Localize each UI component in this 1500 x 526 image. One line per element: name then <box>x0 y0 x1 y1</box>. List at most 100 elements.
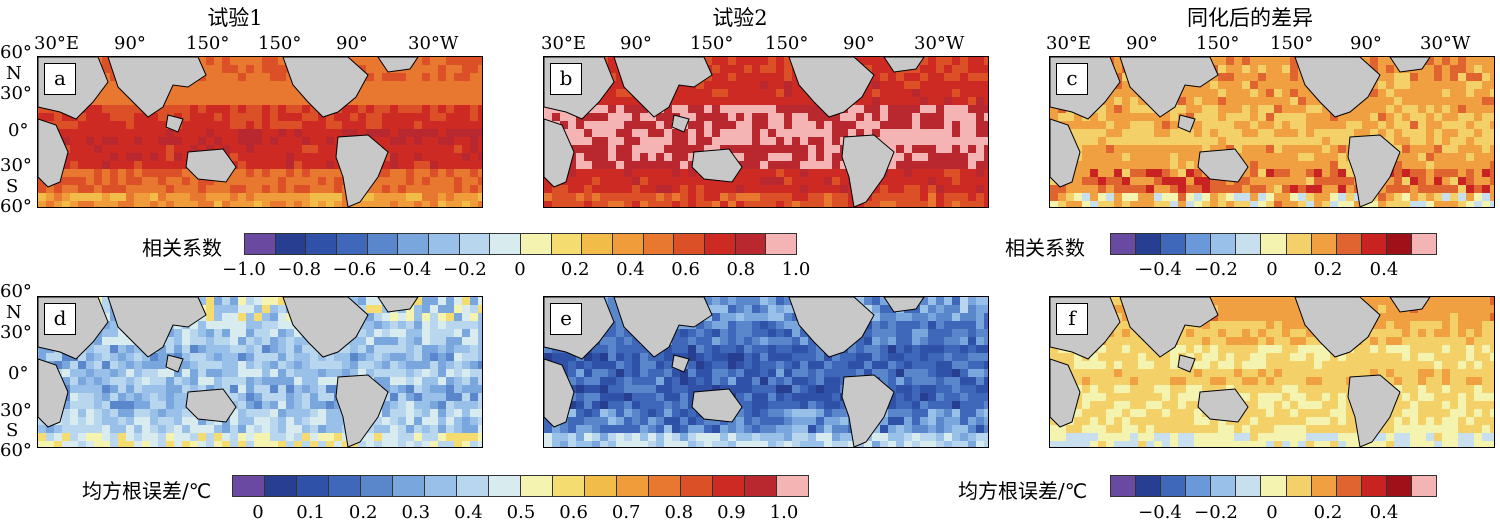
heat-cell <box>952 57 961 66</box>
heat-cell <box>632 369 641 378</box>
heat-cell <box>438 401 447 410</box>
heat-cell <box>374 353 383 362</box>
heat-cell <box>896 201 905 207</box>
heat-cell <box>414 305 423 314</box>
heat-cell <box>1490 177 1494 186</box>
heat-cell <box>1474 129 1483 138</box>
heat-cell <box>696 97 705 106</box>
heat-cell <box>1282 153 1291 162</box>
heat-cell <box>944 369 953 378</box>
heat-cell <box>1202 145 1211 154</box>
heat-cell <box>406 73 415 82</box>
heat-cell <box>366 73 375 82</box>
heat-cell <box>358 89 367 98</box>
heat-cell <box>888 137 897 146</box>
heat-cell <box>222 425 231 434</box>
heat-cell <box>616 385 625 394</box>
heat-cell <box>430 321 439 330</box>
heat-cell <box>1154 129 1163 138</box>
heat-cell <box>414 345 423 354</box>
heat-cell <box>872 185 881 194</box>
heat-cell <box>182 185 191 194</box>
heat-cell <box>94 145 103 154</box>
heat-cell <box>1314 105 1323 114</box>
heat-cell <box>1434 161 1443 170</box>
heat-cell <box>390 425 399 434</box>
heat-cell <box>62 185 71 194</box>
heat-cell <box>382 89 391 98</box>
heat-cell <box>326 441 335 447</box>
heat-cell <box>110 353 119 362</box>
heat-cell <box>254 193 263 202</box>
heat-cell <box>1234 65 1243 74</box>
heat-cell <box>310 385 319 394</box>
heat-cell <box>984 129 988 138</box>
heat-cell <box>680 377 689 386</box>
heat-cell <box>94 425 103 434</box>
heat-cell <box>198 129 207 138</box>
heat-cell <box>632 201 641 207</box>
heat-cell <box>696 81 705 90</box>
heat-cell <box>270 177 279 186</box>
heat-cell <box>752 73 761 82</box>
heat-cell <box>214 185 223 194</box>
heat-cell <box>46 433 55 442</box>
heat-cell <box>382 329 391 338</box>
heat-cell <box>278 361 287 370</box>
heat-cell <box>94 377 103 386</box>
heat-cell <box>1114 65 1123 74</box>
heat-cell <box>198 193 207 202</box>
heat-cell <box>230 105 239 114</box>
heat-cell <box>1466 161 1475 170</box>
heat-cell <box>1266 193 1275 202</box>
heat-cell <box>1050 105 1059 114</box>
heat-cell <box>704 345 713 354</box>
heat-cell <box>608 97 617 106</box>
heat-cell <box>592 161 601 170</box>
heat-cell <box>478 113 482 122</box>
heat-cell <box>310 353 319 362</box>
heat-cell <box>86 185 95 194</box>
heat-cell <box>142 401 151 410</box>
heat-cell <box>968 305 977 314</box>
heat-cell <box>478 297 482 306</box>
heat-cell <box>888 321 897 330</box>
heat-cell <box>174 89 183 98</box>
heat-cell <box>936 89 945 98</box>
heat-cell <box>720 73 729 82</box>
heat-cell <box>1426 161 1435 170</box>
heat-cell <box>1090 201 1099 207</box>
heat-cell <box>624 145 633 154</box>
heat-cell <box>270 377 279 386</box>
heat-cell <box>342 113 351 122</box>
heat-cell <box>374 313 383 322</box>
heat-cell <box>246 297 255 306</box>
heat-cell <box>126 353 135 362</box>
heat-cell <box>1178 145 1187 154</box>
heat-cell <box>1242 121 1251 130</box>
heat-cell <box>584 185 593 194</box>
heat-cell <box>318 377 327 386</box>
heat-cell <box>310 137 319 146</box>
heat-cell <box>454 369 463 378</box>
heat-cell <box>1474 97 1483 106</box>
heat-cell <box>960 89 969 98</box>
heat-cell <box>262 353 271 362</box>
heat-cell <box>784 353 793 362</box>
heat-cell <box>632 129 641 138</box>
heat-cell <box>1282 113 1291 122</box>
heat-cell <box>912 185 921 194</box>
heat-cell <box>230 169 239 178</box>
heat-cell <box>880 369 889 378</box>
heat-cell <box>350 105 359 114</box>
heat-cell <box>600 105 609 114</box>
heat-cell <box>944 321 953 330</box>
land-mass <box>544 118 575 188</box>
heat-cell <box>1338 153 1347 162</box>
heat-cell <box>278 145 287 154</box>
heat-cell <box>54 201 63 207</box>
heat-cell <box>94 169 103 178</box>
heat-cell <box>430 433 439 442</box>
heatmap-c <box>1050 57 1494 207</box>
heat-cell <box>912 113 921 122</box>
